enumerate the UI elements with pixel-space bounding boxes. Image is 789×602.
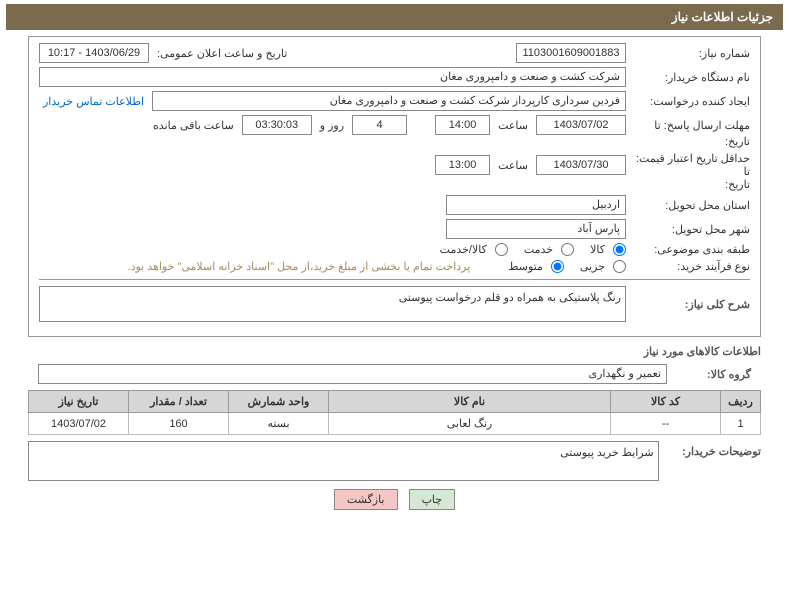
buy-type-label: نوع فرآیند خرید:: [630, 260, 750, 273]
cell-row: 1: [721, 413, 761, 435]
footer-buttons: چاپ بازگشت: [0, 489, 789, 510]
goods-info-title: اطلاعات کالاهای مورد نیاز: [28, 345, 761, 358]
table-row: 1 -- رنگ لعابی بسته 160 1403/07/02: [29, 413, 761, 435]
motevaset-label: متوسط: [498, 260, 545, 273]
days-and-label: روز و: [316, 119, 348, 132]
group-value: تعمیر و نگهداری: [38, 364, 667, 384]
th-unit: واحد شمارش: [229, 391, 329, 413]
divider: [39, 279, 750, 280]
th-code: کد کالا: [611, 391, 721, 413]
radio-kala[interactable]: [613, 243, 626, 256]
requester-value: فردین سرداری کارپرداز شرکت کشت و صنعت و …: [152, 91, 626, 111]
category-radios: کالا خدمت کالا/خدمت: [430, 243, 626, 256]
print-button[interactable]: چاپ: [409, 489, 456, 510]
need-no-value: 1103001609001883: [516, 43, 626, 63]
group-label: گروه کالا:: [671, 368, 751, 381]
buyer-org-label: نام دستگاه خریدار:: [630, 71, 750, 84]
hour-label-2: ساعت: [494, 159, 532, 172]
summary-value: رنگ پلاستیکی به همراه دو قلم درخواست پیو…: [39, 286, 626, 322]
radio-jozi[interactable]: [613, 260, 626, 273]
province-label: استان محل تحویل:: [630, 199, 750, 212]
province-value: اردبیل: [446, 195, 626, 215]
validity-label: حداقل تاریخ اعتبار قیمت: تا: [630, 152, 750, 178]
khadamat-label: خدمت: [514, 243, 555, 256]
cell-name: رنگ لعابی: [329, 413, 611, 435]
remaining-label: ساعت باقی مانده: [149, 119, 238, 132]
announce-value: 1403/06/29 - 10:17: [39, 43, 149, 63]
days-left: 4: [352, 115, 407, 135]
date-label-2: تاریخ:: [630, 178, 750, 191]
summary-label: شرح کلی نیاز:: [630, 298, 750, 311]
jozi-label: جزیی: [570, 260, 607, 273]
validity-time: 13:00: [435, 155, 490, 175]
radio-motevaset[interactable]: [551, 260, 564, 273]
cell-qty: 160: [129, 413, 229, 435]
hour-label-1: ساعت: [494, 119, 532, 132]
buyer-org-value: شرکت کشت و صنعت و دامپروری مغان: [39, 67, 626, 87]
validity-date: 1403/07/30: [536, 155, 626, 175]
date-label-1: تاریخ:: [630, 135, 750, 148]
back-button[interactable]: بازگشت: [334, 489, 398, 510]
payment-note: پرداخت تمام یا بخشی از مبلغ خرید،از محل …: [128, 260, 471, 273]
th-name: نام کالا: [329, 391, 611, 413]
cell-need-date: 1403/07/02: [29, 413, 129, 435]
countdown: 03:30:03: [242, 115, 312, 135]
goods-table: ردیف کد کالا نام کالا واحد شمارش تعداد /…: [28, 390, 761, 435]
city-label: شهر محل تحویل:: [630, 223, 750, 236]
radio-khadamat[interactable]: [561, 243, 574, 256]
contact-link[interactable]: اطلاعات تماس خریدار: [39, 95, 148, 108]
requester-label: ایجاد کننده درخواست:: [630, 95, 750, 108]
city-value: پارس آباد: [446, 219, 626, 239]
radio-kala-khadamat[interactable]: [495, 243, 508, 256]
announce-label: تاریخ و ساعت اعلان عمومی:: [153, 47, 291, 60]
th-qty: تعداد / مقدار: [129, 391, 229, 413]
kala-khadamat-label: کالا/خدمت: [430, 243, 489, 256]
buyer-notes-label: توضیحات خریدار:: [667, 441, 761, 458]
details-panel: شماره نیاز: 1103001609001883 تاریخ و ساع…: [28, 36, 761, 337]
page-title: جزئیات اطلاعات نیاز: [6, 4, 783, 30]
category-label: طبقه بندی موضوعی:: [630, 243, 750, 256]
kala-label: کالا: [580, 243, 607, 256]
th-row: ردیف: [721, 391, 761, 413]
cell-unit: بسته: [229, 413, 329, 435]
deadline-label: مهلت ارسال پاسخ: تا: [630, 119, 750, 132]
cell-code: --: [611, 413, 721, 435]
buyer-notes-value: شرایط خرید پیوستی: [28, 441, 659, 481]
deadline-time: 14:00: [435, 115, 490, 135]
th-need-date: تاریخ نیاز: [29, 391, 129, 413]
buy-type-radios: جزیی متوسط: [498, 260, 626, 273]
deadline-date: 1403/07/02: [536, 115, 626, 135]
need-no-label: شماره نیاز:: [630, 47, 750, 60]
